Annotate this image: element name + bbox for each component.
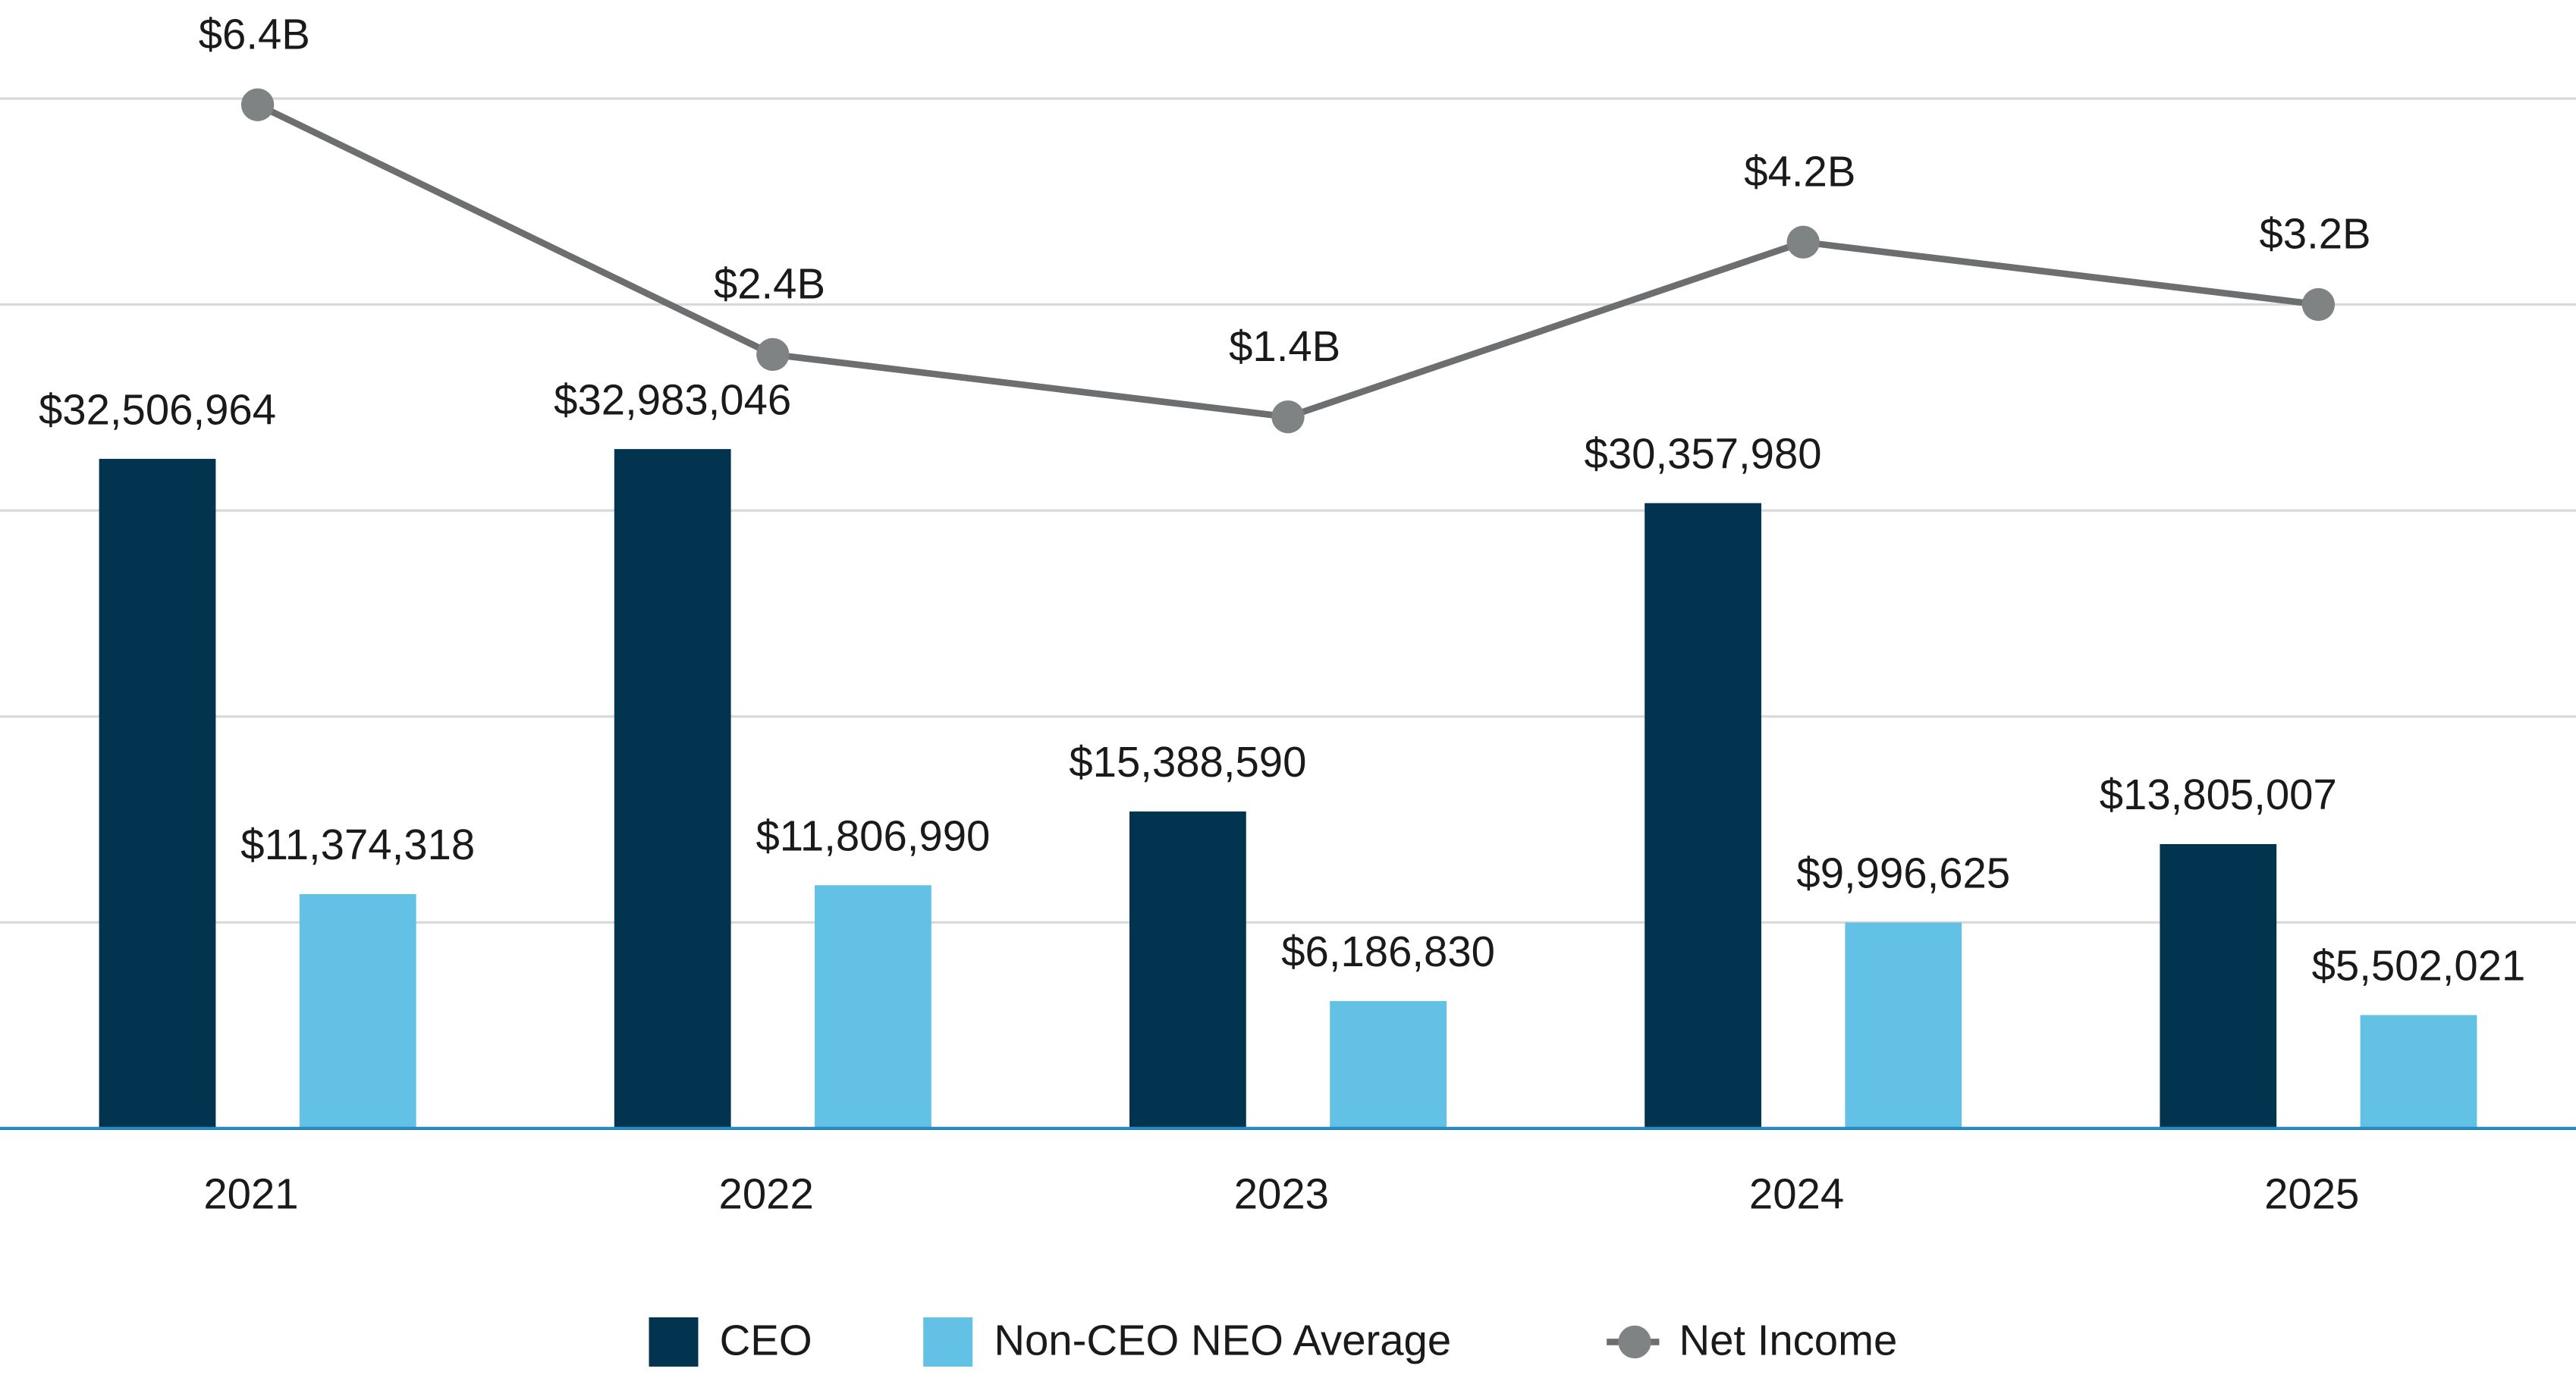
bar (2360, 1015, 2477, 1129)
legend-label: CEO (720, 1316, 812, 1364)
bar (815, 885, 931, 1129)
x-tick-label: 2024 (1749, 1170, 1844, 1218)
data-label: $3.2B (2259, 210, 2370, 258)
line (256, 102, 2319, 421)
x-tick-label: 2023 (1234, 1170, 1329, 1218)
legend-swatch (923, 1317, 973, 1367)
data-label: $32,506,964 (39, 385, 276, 433)
line-marker (1786, 225, 1820, 259)
data-label: $6,186,830 (1281, 928, 1495, 975)
bar (1645, 503, 1761, 1129)
data-label: $2.4B (714, 259, 825, 307)
data-label: $9,996,625 (1796, 849, 2010, 897)
x-tick-label: 2021 (203, 1170, 298, 1218)
legend-label: Non-CEO NEO Average (994, 1316, 1451, 1364)
bar (2160, 843, 2277, 1129)
bar (99, 459, 216, 1129)
line-marker (2301, 287, 2336, 322)
x-tick-label: 2022 (719, 1170, 814, 1218)
x-tick-label: 2025 (2264, 1170, 2359, 1218)
data-label: $5,502,021 (2312, 942, 2526, 990)
data-label: $30,357,980 (1585, 430, 1822, 478)
line-marker (756, 337, 790, 372)
bar (614, 449, 731, 1129)
legend-swatch (1618, 1325, 1651, 1359)
data-label: $11,806,990 (756, 812, 990, 859)
legend-label: Net Income (1679, 1316, 1897, 1364)
bar (1129, 811, 1246, 1129)
data-label: $6.4B (199, 10, 310, 58)
data-label: $4.2B (1744, 147, 1855, 195)
data-label: $13,805,007 (2100, 771, 2337, 818)
legend-swatch (649, 1317, 699, 1367)
line-marker (1271, 400, 1305, 434)
line-marker (240, 88, 275, 121)
data-label: $1.4B (1229, 322, 1340, 370)
data-label: $32,983,046 (554, 375, 791, 423)
data-label: $11,374,318 (240, 821, 475, 868)
bar (1845, 922, 1962, 1129)
data-label: $15,388,590 (1069, 738, 1306, 786)
bar (1330, 1000, 1447, 1129)
bar (299, 893, 416, 1129)
